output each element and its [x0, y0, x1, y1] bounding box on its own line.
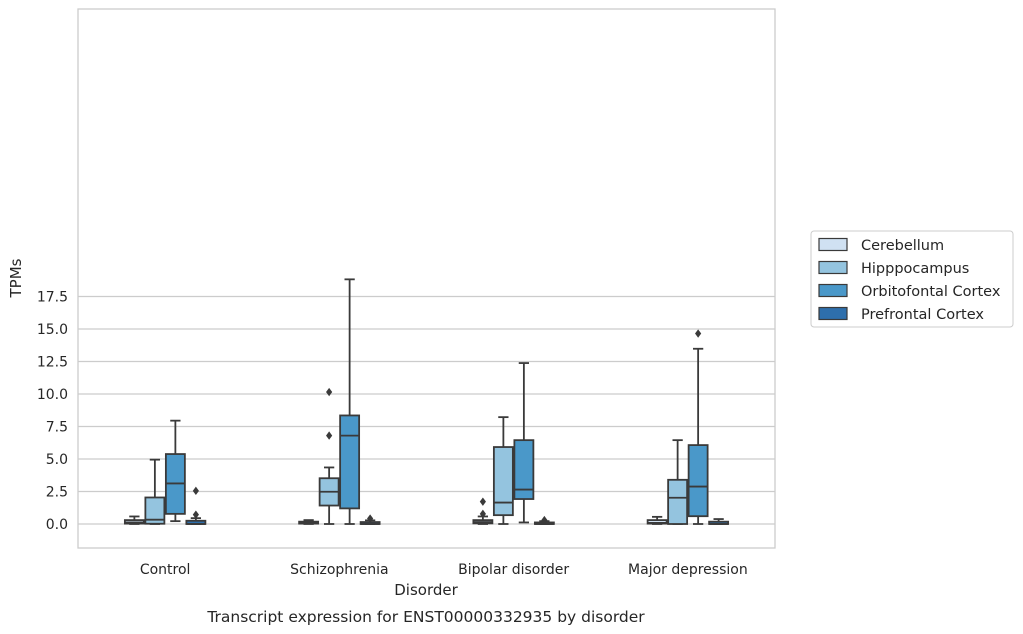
legend-label: Hipppocampus: [861, 261, 969, 277]
y-tick-label: 0.0: [46, 517, 68, 533]
x-tick-label: Bipolar disorder: [458, 562, 569, 578]
legend-swatch: [818, 283, 848, 298]
outlier-point: [541, 515, 548, 525]
outlier-point: [326, 387, 333, 397]
box-series: [123, 278, 730, 525]
box: [144, 496, 166, 525]
y-tick-label: 17.5: [37, 290, 68, 306]
y-tick-label: 5.0: [46, 452, 68, 468]
outlier-point: [192, 486, 199, 496]
box: [687, 444, 709, 518]
outlier-point: [479, 509, 486, 519]
chart-caption: Transcript expression for ENST0000033293…: [206, 608, 645, 626]
plot-background: [78, 9, 775, 548]
outlier-point: [695, 329, 702, 338]
outlier-point: [367, 514, 374, 523]
legend-label: Orbitofontal Cortex: [861, 284, 1001, 300]
legend-label: Cerebellum: [861, 238, 944, 254]
box: [667, 478, 689, 525]
y-tick-label: 15.0: [37, 322, 68, 338]
box: [492, 446, 514, 517]
y-tick-label: 7.5: [46, 420, 68, 436]
box: [339, 414, 361, 510]
outlier-point: [479, 497, 486, 506]
x-tick-labels: Control Schizophrenia Bipolar disorder Majo…: [140, 562, 748, 578]
outlier-point: [192, 510, 199, 519]
y-tick-label: 2.5: [46, 485, 68, 501]
box: [513, 439, 535, 500]
x-tick-label: Schizophrenia: [290, 562, 388, 578]
legend-frame: [810, 230, 1014, 328]
legend-swatch: [818, 260, 848, 275]
outlier-point: [326, 431, 333, 440]
legend: Cerebellum Hipppocampus Orbitofontal Corte…: [810, 230, 1014, 328]
legend-swatch: [818, 237, 848, 252]
plot-frame: [77, 8, 776, 549]
y-tick-label: 10.0: [37, 387, 68, 403]
x-axis-label: Disorder: [394, 581, 458, 599]
legend-swatch: [818, 306, 848, 321]
y-tick-label: 12.5: [37, 355, 68, 371]
legend-label: Prefrontal Cortex: [861, 307, 984, 323]
y-tick-labels: 0.0 2.5 5.0 7.5 10.0 12.5 15.0 17.5: [37, 290, 68, 534]
x-tick-label: Control: [140, 562, 191, 578]
y-axis-label: TPMs: [7, 258, 25, 298]
x-tick-label: Major depression: [628, 562, 748, 578]
